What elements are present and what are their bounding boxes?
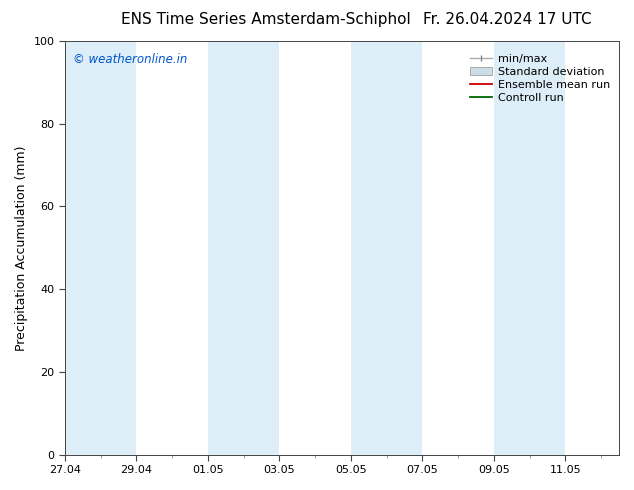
- Bar: [351, 41, 422, 455]
- Text: ENS Time Series Amsterdam-Schiphol: ENS Time Series Amsterdam-Schiphol: [121, 12, 411, 27]
- Bar: [494, 41, 566, 455]
- Bar: [208, 41, 280, 455]
- Legend: min/max, Standard deviation, Ensemble mean run, Controll run: min/max, Standard deviation, Ensemble me…: [467, 51, 614, 106]
- Text: © weatheronline.in: © weatheronline.in: [74, 53, 188, 67]
- Text: Fr. 26.04.2024 17 UTC: Fr. 26.04.2024 17 UTC: [423, 12, 592, 27]
- Y-axis label: Precipitation Accumulation (mm): Precipitation Accumulation (mm): [15, 145, 28, 350]
- Bar: [65, 41, 136, 455]
